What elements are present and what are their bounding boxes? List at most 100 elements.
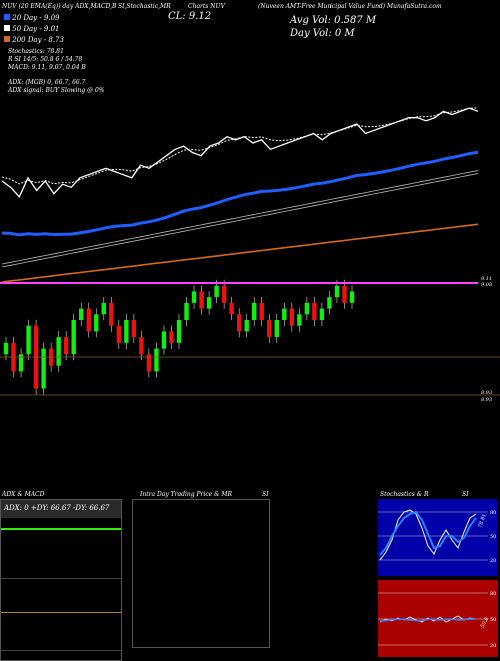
legend-macd: MACD: 9.11, 9.07, 0.04 B <box>8 64 86 71</box>
candle-body <box>312 302 317 320</box>
legend-rsi: R SI 14/5: 50.8 6 / 54.78 <box>8 56 83 63</box>
candles-group <box>3 279 355 395</box>
candle-body <box>214 285 219 298</box>
stoch-label-50: 50 <box>490 534 496 540</box>
price-level-low2: 8.93 <box>481 397 493 403</box>
candle-body <box>184 302 189 320</box>
close-price-line <box>1 107 479 198</box>
candle-body <box>63 337 69 355</box>
legend-ema200: 200 Day - 8.73 <box>4 36 64 44</box>
candle-body <box>349 291 355 303</box>
price-level-low: 8.93 <box>481 390 493 396</box>
candle-body <box>139 337 144 355</box>
stoch-panel-title: Stochastics & R <box>380 491 429 498</box>
stoch-value-label: 78.81 <box>477 513 488 529</box>
candle-body <box>116 325 122 343</box>
intraday-panel <box>132 499 270 648</box>
candle-body <box>56 337 61 366</box>
fund-name-cont: icipal Value Fund) MunafaSutra.com <box>330 3 442 10</box>
rsi-line <box>379 615 477 623</box>
candle-body <box>94 314 99 332</box>
candle-body <box>124 320 129 343</box>
stoch-label-80: 80 <box>490 510 496 516</box>
candle-body <box>221 285 227 303</box>
candle-body <box>3 342 9 355</box>
candle-body <box>86 308 91 332</box>
rsi-label-20: 20 <box>490 643 496 649</box>
macd-baseline <box>1 650 121 651</box>
candle-body <box>26 325 31 355</box>
intraday-si: SI <box>262 491 269 498</box>
legend-swatch-blue <box>4 14 10 20</box>
fund-name: (Nuveen AMT-Free Mun <box>258 3 332 10</box>
legend-ema50-text: 50 Day - 9.01 <box>12 25 60 33</box>
legend-swatch-orange <box>4 36 10 42</box>
ema200-line <box>1 223 479 283</box>
stoch-si: SI <box>462 491 469 498</box>
close-label: CL: 9.12 <box>168 11 212 22</box>
legend-stoch: Stochastics: 78.81 <box>8 48 64 55</box>
rsi-label-80: 80 <box>490 591 496 597</box>
legend-ema50: 50 Day - 9.01 <box>4 25 60 33</box>
candle-body <box>146 354 152 372</box>
candle-body <box>109 302 114 326</box>
candle-body <box>71 320 76 355</box>
ema50-dotted-line <box>1 107 479 185</box>
candle-body <box>229 302 234 315</box>
candle-body <box>41 348 46 389</box>
candle-body <box>282 308 287 320</box>
candle-body <box>327 297 332 309</box>
stoch-panel-bg <box>378 499 498 576</box>
candle-body <box>304 302 310 315</box>
stoch-label-20: 20 <box>490 558 496 564</box>
candle-body <box>79 308 84 320</box>
adx-green-line <box>1 528 121 530</box>
candle-body <box>244 320 249 332</box>
ema20-line <box>1 150 479 237</box>
candle-body <box>161 331 167 349</box>
ticker-label: Charts NUV <box>188 3 225 10</box>
chart-title: NUV (20 EMA(Eq)) day ADX,MACD,B <box>2 3 117 10</box>
candle-body <box>18 354 24 372</box>
candle-body <box>342 285 347 303</box>
legend-adx-signal: ADX signal: BUY Slowing @ 0% <box>8 87 105 94</box>
candle-body <box>131 320 137 338</box>
candle-body <box>289 308 295 326</box>
candle-body <box>274 320 279 338</box>
band-upper-line <box>1 170 479 265</box>
rsi-label-50: 50 <box>490 617 496 623</box>
avg-volume: Avg Vol: 0.587 M <box>290 15 377 26</box>
macd-line <box>1 612 121 613</box>
candle-body <box>334 285 340 298</box>
price-level-top2: 9.08 <box>481 282 493 288</box>
rsi-panel-bg <box>378 580 498 657</box>
adx-values-bar <box>1 500 121 518</box>
intraday-panel-title: Intra Day Trading Price & MR <box>140 491 233 498</box>
candle-body <box>169 331 174 343</box>
candle-body <box>267 320 272 338</box>
candle-body <box>154 348 159 372</box>
adx-divider <box>1 578 121 579</box>
rsi-value-label: 50.8 <box>480 616 491 629</box>
candle-body <box>319 308 325 320</box>
stoch-d-line <box>379 510 477 556</box>
legend-ema20: 20 Day - 9.09 <box>4 14 60 22</box>
adx-panel: ADX: 0 +DY: 66.67 -DY: 66.67 <box>0 499 122 661</box>
legend-ema200-text: 200 Day - 8.73 <box>12 36 64 44</box>
candle-body <box>297 314 302 326</box>
price-level-top: 9.11 <box>481 276 493 282</box>
candle-body <box>101 302 106 315</box>
legend-ema20-text: 20 Day - 9.09 <box>12 14 60 22</box>
legend-swatch-white <box>4 25 10 31</box>
chart-subtitle: SI,Stochastic,MR <box>118 3 171 10</box>
stoch-k-line <box>379 509 477 561</box>
adx-panel-title: ADX & MACD <box>2 491 45 498</box>
candle-body <box>206 297 212 309</box>
legend-adx: ADX: (MGB) 0, 66.7, 66.7 <box>8 79 86 86</box>
adx-values: ADX: 0 +DY: 66.67 -DY: 66.67 <box>4 504 110 512</box>
band-lower-line <box>1 173 479 268</box>
candle-body <box>252 302 257 320</box>
candle-body <box>236 314 242 332</box>
candle-body <box>191 291 197 303</box>
candle-body <box>199 291 204 309</box>
